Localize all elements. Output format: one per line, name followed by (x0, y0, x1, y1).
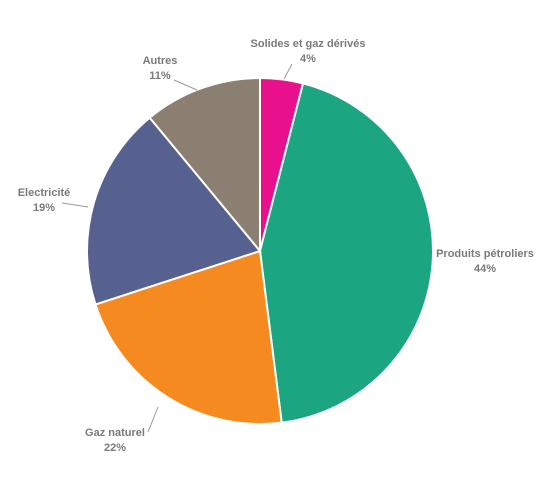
leader-line-gaz-naturel (147, 406, 159, 433)
slice-label-gaz-naturel: Gaz naturel (85, 427, 145, 439)
leader-line-electricite (61, 202, 89, 208)
leader-line-autres (173, 79, 198, 91)
slice-value-solides-et-gaz-derives: 4% (300, 53, 316, 65)
pie-slice-gaz-naturel (94, 249, 283, 426)
slice-value-produits-petroliers: 44% (474, 263, 496, 275)
slice-value-gaz-naturel: 22% (104, 442, 126, 454)
pie-slice-autres (148, 76, 261, 254)
slice-label-produits-petroliers: Produits pétroliers (436, 248, 534, 260)
leader-line-solides-et-gaz-derives (283, 63, 293, 80)
pie-slices (86, 76, 434, 426)
slice-label-solides-et-gaz-derives: Solides et gaz dérivés (251, 38, 366, 50)
leader-lines (61, 63, 293, 433)
slice-label-electricite: Electricité (18, 187, 71, 199)
slice-value-autres: 11% (149, 70, 171, 82)
slice-label-autres: Autres (143, 55, 178, 67)
slice-value-electricite: 19% (33, 202, 55, 214)
pie-slice-produits-petroliers (258, 82, 434, 424)
pie-slice-electricite (86, 116, 262, 306)
slice-labels: Solides et gaz dérivés 4% Produits pétroli… (18, 38, 534, 454)
